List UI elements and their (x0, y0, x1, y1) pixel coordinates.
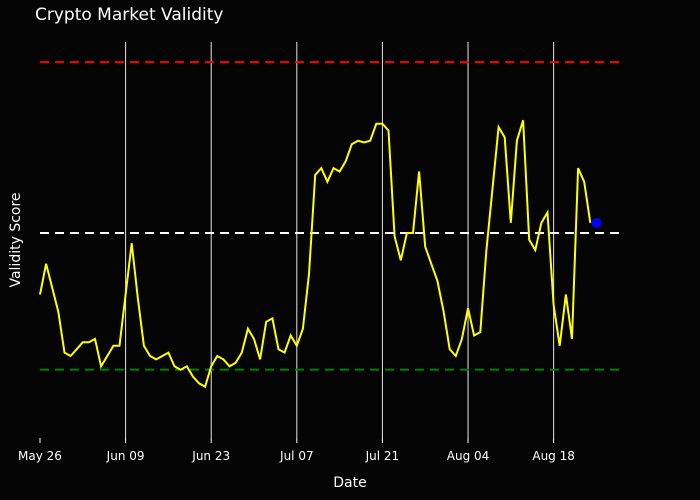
x-axis-title: Date (333, 475, 366, 491)
x-tick-label: Jul 07 (279, 449, 314, 463)
latest-point-marker (591, 217, 602, 228)
x-tick-label: Aug 04 (447, 449, 490, 463)
vertical-gridlines (125, 42, 555, 438)
reference-lines (40, 61, 624, 371)
x-tick-label: Jul 21 (365, 449, 400, 463)
x-tick-label: Jun 09 (106, 449, 145, 463)
validity-score-line (39, 120, 592, 389)
x-axis-ticks (39, 438, 555, 443)
x-axis-tick-labels: May 26 Jun 09 Jun 23 Jul 07 Jul 21 Aug 04 Aug … (18, 449, 575, 463)
y-axis-title: Validity Score (8, 192, 24, 287)
x-tick-label: Aug 18 (532, 449, 575, 463)
chart-title: Crypto Market Validity (35, 5, 223, 25)
data-points (39, 119, 591, 388)
x-tick-label: May 26 (18, 449, 62, 463)
x-tick-label: Jun 23 (191, 449, 230, 463)
